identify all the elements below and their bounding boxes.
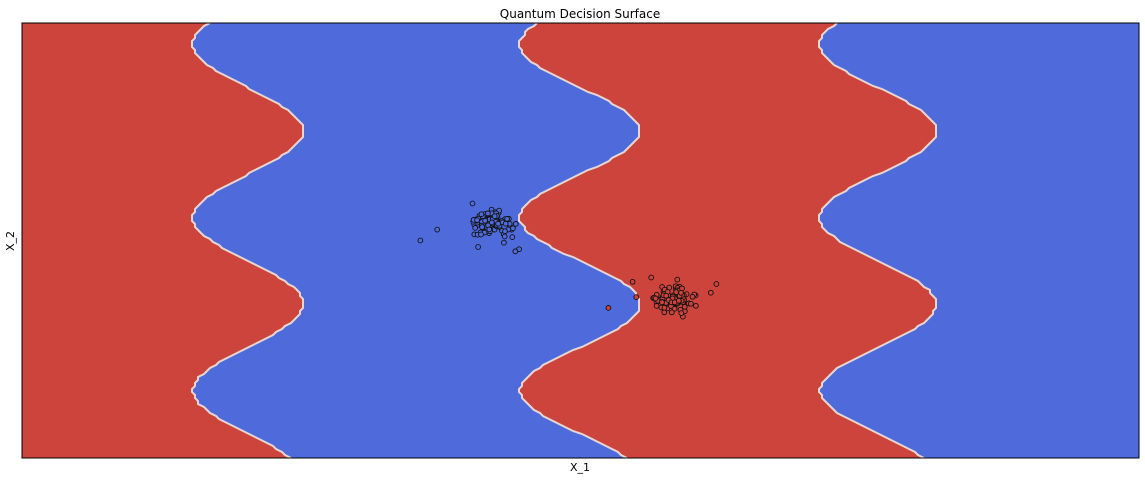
data-point-class-1 [713, 281, 720, 287]
data-point-class-1 [707, 289, 714, 296]
data-point-class-1 [633, 294, 640, 300]
data-point-class-1 [653, 303, 660, 309]
decision-boundary [191, 23, 304, 458]
data-point-class-0 [509, 234, 516, 240]
data-point-class-1 [648, 274, 655, 281]
data-point-class-1 [629, 278, 636, 285]
data-point-class-0 [482, 217, 488, 224]
decision-boundary [518, 23, 640, 458]
data-point-class-0 [478, 211, 485, 218]
region-blue-3 [819, 23, 1139, 458]
data-point-class-0 [478, 231, 484, 238]
data-point-class-0 [502, 220, 509, 227]
data-point-class-0 [474, 217, 480, 223]
data-point-class-0 [501, 233, 508, 240]
data-point-class-0 [434, 226, 441, 233]
data-point-class-0 [488, 219, 495, 226]
data-point-class-0 [512, 248, 519, 255]
data-point-class-1 [688, 300, 694, 307]
data-point-class-1 [659, 299, 665, 306]
data-point-class-1 [663, 292, 670, 299]
data-point-class-0 [417, 237, 424, 244]
plot-frame [21, 22, 1140, 459]
data-point-class-1 [693, 302, 699, 309]
chart-title: Quantum Decision Surface [500, 7, 660, 21]
scatter-points [417, 200, 720, 320]
data-point-class-1 [678, 310, 685, 316]
data-point-class-1 [675, 297, 682, 304]
data-point-class-0 [475, 244, 481, 250]
x-axis-label: X_1 [570, 461, 590, 474]
y-axis-label: X_2 [4, 231, 17, 251]
data-point-class-0 [501, 239, 507, 246]
decision-surface [22, 23, 1139, 458]
data-point-class-1 [661, 304, 668, 311]
data-point-class-0 [485, 210, 491, 217]
data-point-class-1 [681, 303, 688, 310]
data-point-class-1 [689, 293, 696, 300]
data-point-class-0 [486, 226, 493, 233]
data-point-class-0 [502, 228, 508, 235]
data-point-class-1 [652, 295, 659, 302]
decision-boundary [818, 23, 937, 458]
data-point-class-1 [678, 289, 684, 296]
data-point-class-1 [674, 276, 681, 283]
data-point-class-1 [668, 309, 675, 316]
data-point-class-0 [504, 216, 510, 222]
data-point-class-0 [469, 200, 476, 207]
data-point-class-0 [491, 213, 498, 220]
data-point-class-0 [479, 224, 485, 230]
data-point-class-0 [512, 221, 519, 227]
data-point-class-1 [605, 305, 612, 311]
data-point-class-0 [510, 225, 516, 232]
data-point-class-0 [472, 225, 479, 231]
